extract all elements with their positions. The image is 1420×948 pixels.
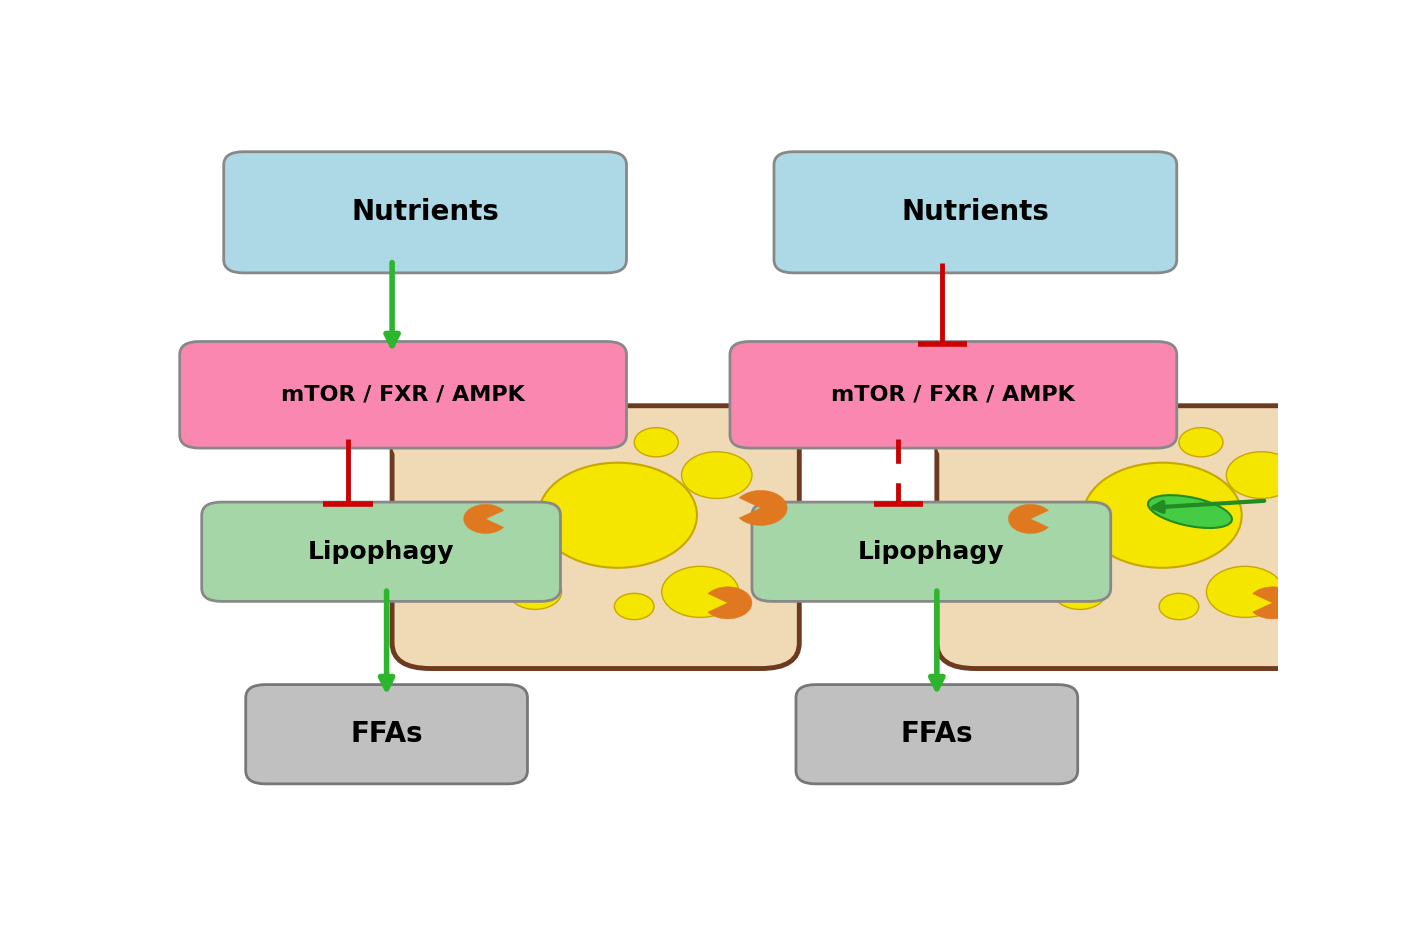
Polygon shape	[483, 163, 524, 175]
Circle shape	[1159, 593, 1198, 620]
Polygon shape	[534, 163, 575, 175]
Text: FFAs: FFAs	[900, 720, 973, 748]
Text: mTOR / FXR / AMPK: mTOR / FXR / AMPK	[281, 385, 525, 405]
FancyBboxPatch shape	[937, 406, 1343, 668]
Wedge shape	[1008, 504, 1048, 534]
Polygon shape	[327, 163, 368, 175]
Circle shape	[662, 566, 738, 617]
FancyBboxPatch shape	[202, 502, 561, 601]
Circle shape	[1054, 574, 1106, 610]
FancyBboxPatch shape	[753, 502, 1110, 601]
Polygon shape	[825, 169, 868, 189]
Polygon shape	[980, 169, 1022, 189]
Ellipse shape	[937, 420, 1035, 471]
Wedge shape	[463, 504, 504, 534]
Text: Nutrients: Nutrients	[902, 198, 1049, 227]
Polygon shape	[1032, 169, 1074, 189]
Polygon shape	[929, 169, 971, 189]
Text: Lipophagy: Lipophagy	[308, 539, 454, 564]
Circle shape	[1179, 428, 1223, 457]
Text: mTOR / FXR / AMPK: mTOR / FXR / AMPK	[832, 385, 1075, 405]
Circle shape	[615, 593, 655, 620]
Polygon shape	[490, 155, 515, 166]
FancyBboxPatch shape	[730, 341, 1177, 448]
Polygon shape	[334, 155, 361, 166]
Polygon shape	[437, 155, 464, 166]
Polygon shape	[275, 163, 317, 175]
Polygon shape	[876, 169, 919, 189]
Circle shape	[1207, 566, 1284, 617]
Polygon shape	[1083, 169, 1126, 189]
Polygon shape	[541, 155, 568, 166]
FancyBboxPatch shape	[392, 406, 799, 668]
FancyBboxPatch shape	[246, 684, 527, 784]
Circle shape	[1083, 463, 1241, 568]
Circle shape	[508, 574, 561, 610]
FancyBboxPatch shape	[224, 152, 626, 273]
Ellipse shape	[371, 384, 513, 449]
Ellipse shape	[914, 384, 1058, 449]
Ellipse shape	[1147, 495, 1233, 528]
FancyBboxPatch shape	[797, 684, 1078, 784]
Circle shape	[635, 428, 679, 457]
Polygon shape	[283, 155, 310, 166]
Ellipse shape	[392, 420, 491, 471]
Polygon shape	[386, 155, 413, 166]
Text: Nutrients: Nutrients	[351, 198, 498, 227]
Circle shape	[538, 463, 697, 568]
Circle shape	[682, 452, 753, 499]
Text: FFAs: FFAs	[351, 720, 423, 748]
FancyBboxPatch shape	[180, 341, 626, 448]
FancyBboxPatch shape	[774, 152, 1177, 273]
Wedge shape	[1252, 587, 1296, 619]
Wedge shape	[1284, 490, 1332, 525]
Polygon shape	[430, 163, 471, 175]
Wedge shape	[740, 490, 787, 525]
Wedge shape	[709, 587, 753, 619]
Text: Lipophagy: Lipophagy	[858, 539, 1004, 564]
Circle shape	[1227, 452, 1296, 499]
Polygon shape	[379, 163, 420, 175]
